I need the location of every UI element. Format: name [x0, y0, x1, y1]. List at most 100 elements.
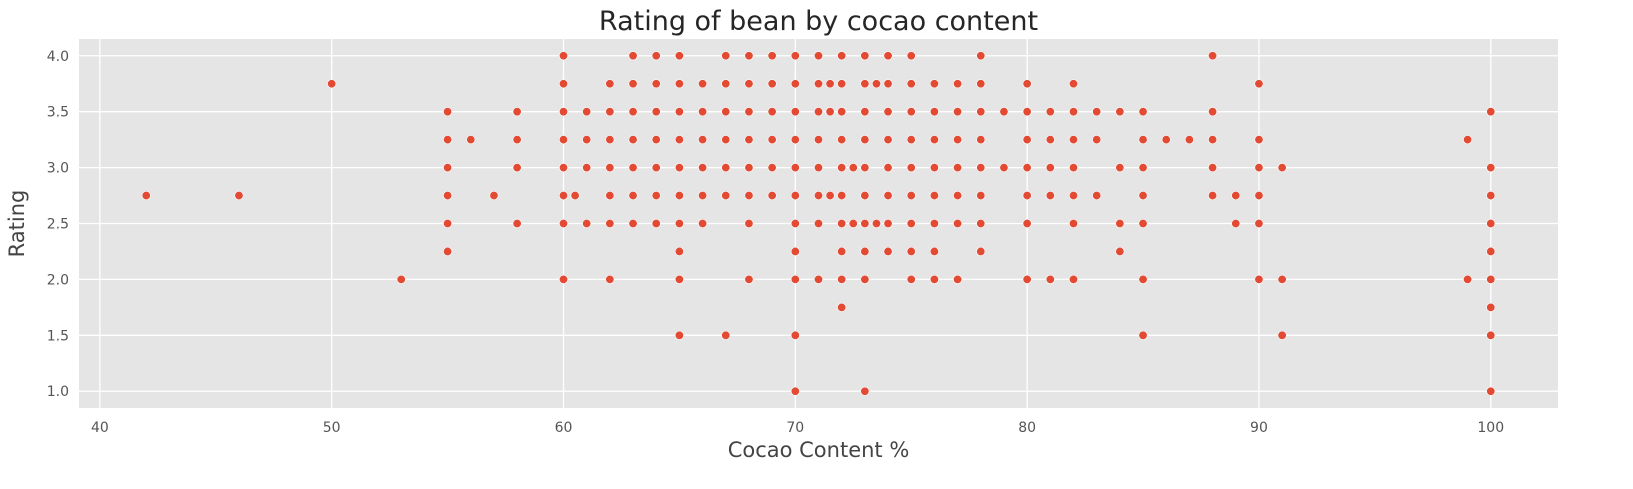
data-point [1069, 79, 1079, 89]
data-point [1254, 219, 1264, 229]
data-point [837, 107, 847, 117]
data-point [443, 191, 453, 201]
data-point [1045, 135, 1055, 145]
data-point [813, 79, 823, 89]
data-point [953, 191, 963, 201]
x-tick-label: 80 [1018, 420, 1036, 436]
data-point [698, 135, 708, 145]
y-tick-label: 1.0 [47, 384, 69, 400]
data-point [813, 135, 823, 145]
data-point [489, 191, 499, 201]
data-point [605, 274, 615, 284]
data-point [953, 135, 963, 145]
data-point [1208, 51, 1218, 61]
data-point [744, 163, 754, 173]
data-point [443, 135, 453, 145]
data-point [906, 79, 916, 89]
data-point [1022, 191, 1032, 201]
data-point [767, 107, 777, 117]
data-point [1254, 191, 1264, 201]
data-point [767, 163, 777, 173]
data-point [860, 107, 870, 117]
data-point [790, 79, 800, 89]
data-point [837, 51, 847, 61]
data-point [767, 79, 777, 89]
data-point [628, 191, 638, 201]
data-point [1486, 107, 1496, 117]
data-point [767, 135, 777, 145]
data-point [744, 219, 754, 229]
data-point [906, 191, 916, 201]
data-point [1486, 330, 1496, 340]
data-point [790, 135, 800, 145]
data-point [929, 246, 939, 256]
data-point [999, 163, 1009, 173]
data-point [1138, 135, 1148, 145]
data-point [976, 135, 986, 145]
chart-title: Rating of bean by cocao content [599, 6, 1038, 37]
data-point [1045, 107, 1055, 117]
data-point [582, 163, 592, 173]
data-point [929, 163, 939, 173]
data-point [929, 107, 939, 117]
data-point [674, 51, 684, 61]
data-point [651, 163, 661, 173]
data-point [721, 107, 731, 117]
data-point [628, 51, 638, 61]
data-point [558, 219, 568, 229]
data-point [871, 219, 881, 229]
data-point [512, 135, 522, 145]
data-point [1115, 246, 1125, 256]
data-point [790, 246, 800, 256]
y-axis-ticks: 1.0 1.5 2.0 2.5 3.0 3.5 4.0 [47, 49, 69, 400]
data-point [605, 163, 615, 173]
data-point [953, 219, 963, 229]
y-tick-label: 2.0 [47, 272, 69, 288]
data-point [837, 79, 847, 89]
data-point [1184, 135, 1194, 145]
data-point [744, 79, 754, 89]
data-point [1463, 274, 1473, 284]
data-point [651, 219, 661, 229]
data-point [1138, 163, 1148, 173]
data-point [512, 163, 522, 173]
data-point [1115, 107, 1125, 117]
data-point [1277, 163, 1287, 173]
data-point [1277, 330, 1287, 340]
data-point [1486, 219, 1496, 229]
data-point [1022, 219, 1032, 229]
data-point [582, 219, 592, 229]
data-point [860, 135, 870, 145]
data-point [744, 135, 754, 145]
data-point [767, 191, 777, 201]
data-point [628, 219, 638, 229]
data-point [1115, 163, 1125, 173]
data-point [976, 79, 986, 89]
data-point [1045, 274, 1055, 284]
data-point [558, 51, 568, 61]
data-point [1254, 274, 1264, 284]
x-axis-ticks: 40 50 60 70 80 90 100 [91, 420, 1504, 436]
data-point [953, 274, 963, 284]
data-point [605, 219, 615, 229]
data-point [1486, 163, 1496, 173]
data-point [651, 107, 661, 117]
data-point [674, 107, 684, 117]
data-point [883, 246, 893, 256]
y-tick-label: 3.0 [47, 161, 69, 177]
x-tick-label: 100 [1477, 420, 1504, 436]
y-tick-label: 3.5 [47, 105, 69, 121]
data-point [674, 274, 684, 284]
data-point [512, 107, 522, 117]
data-point [883, 79, 893, 89]
data-point [1022, 274, 1032, 284]
data-point [837, 302, 847, 312]
data-point [929, 274, 939, 284]
data-point [906, 51, 916, 61]
data-point [582, 135, 592, 145]
data-point [1069, 274, 1079, 284]
data-point [558, 107, 568, 117]
data-point [443, 163, 453, 173]
data-point [906, 163, 916, 173]
data-point [721, 191, 731, 201]
